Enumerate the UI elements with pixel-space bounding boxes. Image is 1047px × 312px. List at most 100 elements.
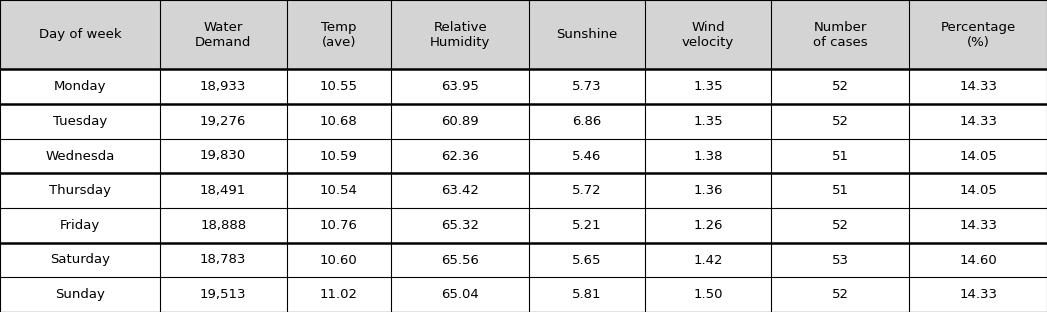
Bar bbox=[392, 243, 529, 277]
Bar bbox=[909, 104, 1047, 139]
Bar bbox=[909, 0, 1047, 69]
Text: 19,830: 19,830 bbox=[200, 149, 246, 163]
Text: Saturday: Saturday bbox=[50, 253, 110, 266]
Bar bbox=[529, 208, 645, 243]
Text: Temp
(ave): Temp (ave) bbox=[321, 21, 357, 49]
Bar bbox=[909, 69, 1047, 104]
Bar bbox=[0, 208, 160, 243]
Bar bbox=[160, 0, 287, 69]
Text: 14.05: 14.05 bbox=[959, 184, 997, 197]
Text: 63.95: 63.95 bbox=[441, 80, 480, 93]
Text: 1.35: 1.35 bbox=[693, 115, 722, 128]
Text: Wednesda: Wednesda bbox=[45, 149, 114, 163]
Bar bbox=[287, 104, 392, 139]
Text: 10.55: 10.55 bbox=[320, 80, 358, 93]
Text: 1.38: 1.38 bbox=[693, 149, 722, 163]
Text: Percentage
(%): Percentage (%) bbox=[940, 21, 1016, 49]
Text: 18,491: 18,491 bbox=[200, 184, 246, 197]
Bar bbox=[529, 277, 645, 312]
Text: 14.33: 14.33 bbox=[959, 80, 997, 93]
Bar bbox=[392, 173, 529, 208]
Text: 14.33: 14.33 bbox=[959, 288, 997, 301]
Text: 1.35: 1.35 bbox=[693, 80, 722, 93]
Text: 10.54: 10.54 bbox=[320, 184, 358, 197]
Text: 10.60: 10.60 bbox=[320, 253, 358, 266]
Bar bbox=[529, 0, 645, 69]
Text: Sunday: Sunday bbox=[54, 288, 105, 301]
Text: 5.81: 5.81 bbox=[572, 288, 602, 301]
Text: Water
Demand: Water Demand bbox=[195, 21, 251, 49]
Text: 14.05: 14.05 bbox=[959, 149, 997, 163]
Bar bbox=[160, 69, 287, 104]
Bar bbox=[645, 139, 772, 173]
Text: 51: 51 bbox=[832, 149, 849, 163]
Text: 1.42: 1.42 bbox=[693, 253, 722, 266]
Bar bbox=[529, 139, 645, 173]
Bar bbox=[160, 104, 287, 139]
Bar bbox=[772, 173, 909, 208]
Text: 52: 52 bbox=[832, 288, 849, 301]
Text: Number
of cases: Number of cases bbox=[814, 21, 868, 49]
Bar bbox=[772, 104, 909, 139]
Text: 14.33: 14.33 bbox=[959, 219, 997, 232]
Bar bbox=[0, 173, 160, 208]
Text: 5.65: 5.65 bbox=[572, 253, 602, 266]
Bar bbox=[392, 208, 529, 243]
Text: 11.02: 11.02 bbox=[320, 288, 358, 301]
Bar bbox=[0, 243, 160, 277]
Text: 63.42: 63.42 bbox=[441, 184, 480, 197]
Text: 18,933: 18,933 bbox=[200, 80, 246, 93]
Bar bbox=[909, 208, 1047, 243]
Bar bbox=[287, 208, 392, 243]
Bar bbox=[160, 173, 287, 208]
Text: 19,276: 19,276 bbox=[200, 115, 246, 128]
Text: 65.56: 65.56 bbox=[441, 253, 480, 266]
Text: 18,783: 18,783 bbox=[200, 253, 246, 266]
Text: Sunshine: Sunshine bbox=[556, 28, 618, 41]
Bar bbox=[0, 139, 160, 173]
Bar bbox=[287, 0, 392, 69]
Bar bbox=[529, 69, 645, 104]
Bar bbox=[645, 69, 772, 104]
Text: 1.50: 1.50 bbox=[693, 288, 722, 301]
Text: Monday: Monday bbox=[53, 80, 106, 93]
Text: 53: 53 bbox=[832, 253, 849, 266]
Bar bbox=[287, 243, 392, 277]
Text: 10.59: 10.59 bbox=[320, 149, 358, 163]
Bar bbox=[287, 139, 392, 173]
Text: 62.36: 62.36 bbox=[441, 149, 480, 163]
Text: 5.72: 5.72 bbox=[572, 184, 602, 197]
Text: 52: 52 bbox=[832, 80, 849, 93]
Text: Day of week: Day of week bbox=[39, 28, 121, 41]
Text: 65.32: 65.32 bbox=[441, 219, 480, 232]
Bar bbox=[392, 139, 529, 173]
Text: 51: 51 bbox=[832, 184, 849, 197]
Bar bbox=[392, 0, 529, 69]
Text: 5.21: 5.21 bbox=[572, 219, 602, 232]
Bar bbox=[529, 243, 645, 277]
Bar bbox=[0, 0, 160, 69]
Bar bbox=[392, 277, 529, 312]
Text: 18,888: 18,888 bbox=[200, 219, 246, 232]
Bar bbox=[392, 104, 529, 139]
Bar bbox=[529, 173, 645, 208]
Bar bbox=[645, 0, 772, 69]
Bar bbox=[645, 173, 772, 208]
Bar bbox=[160, 139, 287, 173]
Text: 10.76: 10.76 bbox=[320, 219, 358, 232]
Text: 14.33: 14.33 bbox=[959, 115, 997, 128]
Bar bbox=[772, 69, 909, 104]
Text: Wind
velocity: Wind velocity bbox=[682, 21, 734, 49]
Bar bbox=[772, 243, 909, 277]
Text: 5.46: 5.46 bbox=[572, 149, 602, 163]
Bar bbox=[772, 277, 909, 312]
Bar bbox=[645, 208, 772, 243]
Text: 10.68: 10.68 bbox=[320, 115, 358, 128]
Bar bbox=[0, 69, 160, 104]
Text: 5.73: 5.73 bbox=[572, 80, 602, 93]
Bar bbox=[287, 277, 392, 312]
Bar bbox=[645, 277, 772, 312]
Bar bbox=[909, 243, 1047, 277]
Bar bbox=[772, 208, 909, 243]
Bar bbox=[160, 243, 287, 277]
